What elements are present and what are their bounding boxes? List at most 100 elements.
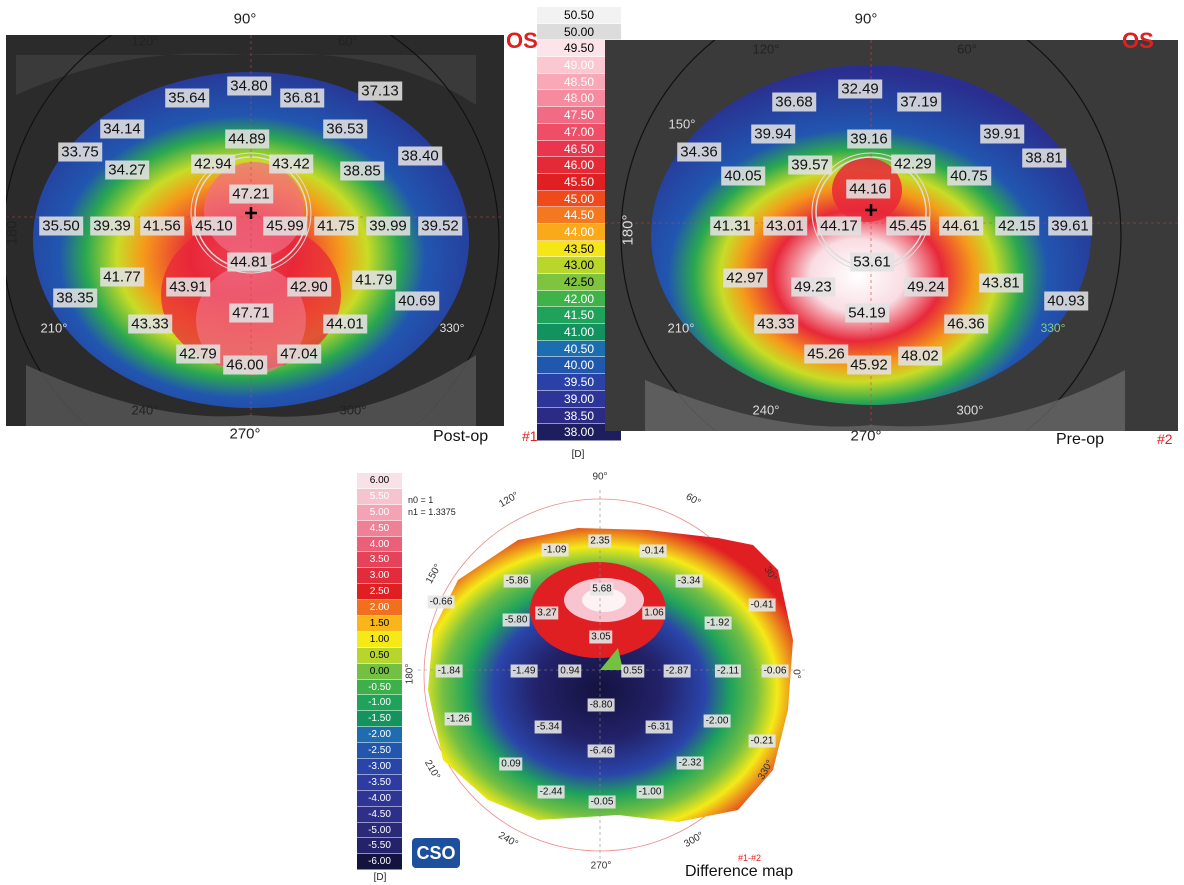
scale-top-step: 42.50: [537, 274, 621, 291]
preop-value: 48.02: [898, 346, 942, 366]
scale-top-step: 41.50: [537, 307, 621, 325]
postop-value: 43.33: [128, 314, 172, 334]
diff-value: 3.05: [589, 630, 613, 644]
preop-value: 44.16: [846, 179, 890, 199]
preop-angle-240: 240°: [752, 402, 780, 418]
diff-value: -2.87: [663, 664, 691, 678]
preop-value: 39.61: [1048, 216, 1092, 236]
scale-diff-step: -3.00: [357, 759, 402, 775]
preop-value: 34.36: [677, 142, 721, 162]
diff-value: -8.80: [587, 698, 615, 712]
scale-diff-step: 3.50: [357, 552, 402, 569]
diff-value: -6.46: [587, 744, 615, 758]
postop-value: 46.00: [223, 355, 267, 375]
postop-value: 42.79: [176, 344, 220, 364]
scale-top-step: 46.00: [537, 157, 621, 174]
diff-value: 0.55: [621, 664, 645, 678]
postop-value: 35.50: [39, 216, 83, 236]
preop-value: 45.26: [804, 344, 848, 364]
scale-diff-step: 4.00: [357, 536, 402, 553]
postop-angle-210: 210°: [40, 320, 68, 336]
diff-value: 3.27: [535, 606, 559, 620]
cso-logo: CSO: [412, 838, 460, 868]
preop-value: 53.61: [850, 252, 894, 272]
diff-value: 2.35: [588, 534, 612, 548]
diff-angle-0: 0°: [790, 669, 802, 679]
scale-diff-step: -1.00: [357, 695, 402, 712]
scale-diff-step: -0.50: [357, 679, 402, 696]
preop-angle-330: 330°: [1040, 321, 1066, 335]
preop-value: 39.94: [751, 124, 795, 144]
postop-value: 39.52: [418, 216, 462, 236]
postop-angle-330: 330°: [439, 321, 465, 335]
preop-value: 41.31: [710, 216, 754, 236]
postop-value: 33.75: [58, 142, 102, 162]
preop-value: 32.49: [838, 79, 882, 99]
preop-angle-180: 180°: [619, 214, 637, 246]
preop-value: 44.61: [939, 216, 983, 236]
scale-diff-step: 0.50: [357, 647, 402, 664]
preop-angle-90: 90°: [854, 10, 878, 28]
preop-caption: Pre-op: [1056, 431, 1105, 448]
preop-map-graphic: [605, 40, 1178, 431]
scale-top-step: 39.50: [537, 374, 621, 391]
diff-value: -5.80: [502, 613, 530, 627]
postop-value: 44.81: [227, 252, 271, 272]
preop-value: 36.68: [772, 92, 816, 112]
postop-value: 37.13: [358, 81, 402, 101]
preop-topography-map: [605, 40, 1178, 431]
preop-value: 42.97: [723, 268, 767, 288]
diff-angle-180: 180°: [404, 663, 416, 685]
diff-value: 1.06: [642, 606, 666, 620]
preop-value: 39.16: [847, 129, 891, 149]
scale-top-step: 44.00: [537, 223, 621, 241]
postop-value: 45.99: [263, 216, 307, 236]
scale-top-step: 48.50: [537, 73, 621, 91]
postop-angle-270: 270°: [229, 425, 261, 443]
postop-value: 41.56: [140, 216, 184, 236]
preop-tag: #2: [1157, 431, 1173, 447]
scale-diff-step: 1.00: [357, 631, 402, 648]
scale-top-step: 40.50: [537, 340, 621, 358]
diff-value: -6.31: [645, 720, 673, 734]
postop-angle-180: 180°: [3, 214, 21, 246]
preop-value: 37.19: [897, 92, 941, 112]
diff-value: -3.34: [675, 574, 703, 588]
postop-angle-120: 120°: [131, 33, 159, 49]
refraction-indices: n0 = 1 n1 = 1.3375: [408, 494, 456, 518]
preop-value: 42.15: [995, 216, 1039, 236]
diff-value: -0.41: [748, 598, 776, 612]
diff-value: -5.86: [503, 574, 531, 588]
postop-value: 38.35: [53, 288, 97, 308]
diff-value: -2.11: [714, 664, 742, 678]
preop-value: 40.75: [947, 166, 991, 186]
scale-top-step: 41.00: [537, 324, 621, 341]
diff-value: -1.00: [636, 785, 664, 799]
preop-value: 46.36: [944, 314, 988, 334]
postop-value: 47.04: [277, 344, 321, 364]
postop-value: 44.89: [225, 129, 269, 149]
scale-top-step: 43.00: [537, 257, 621, 274]
diff-value: -5.34: [534, 720, 562, 734]
refraction-n0: n0 = 1: [408, 495, 434, 505]
scale-diff-step: -1.50: [357, 711, 402, 728]
scale-diff-step: 2.50: [357, 584, 402, 601]
difference-tag: #1-#2: [738, 853, 762, 863]
diff-value: -2.44: [537, 785, 565, 799]
preop-angle-120: 120°: [752, 41, 780, 57]
difference-color-scale: 6.00 5.50 5.00 4.50 4.00 3.50 3.00 2.50 2.00 1.50…: [357, 473, 402, 871]
postop-angle-60: 60°: [338, 33, 358, 49]
postop-value: 41.75: [314, 216, 358, 236]
postop-value: 36.81: [280, 88, 324, 108]
postop-value: 47.21: [229, 184, 273, 204]
postop-value: 38.85: [340, 161, 384, 181]
postop-value: 34.14: [100, 119, 144, 139]
scale-diff-step: 5.50: [357, 488, 402, 505]
diff-value: -0.66: [427, 595, 455, 609]
scale-top-step: 47.00: [537, 123, 621, 141]
postop-value: 45.10: [192, 216, 236, 236]
scale-top-step: 48.00: [537, 90, 621, 108]
diff-value: -0.06: [761, 664, 789, 678]
postop-value: 35.64: [165, 88, 209, 108]
diff-value: -0.21: [748, 734, 776, 748]
